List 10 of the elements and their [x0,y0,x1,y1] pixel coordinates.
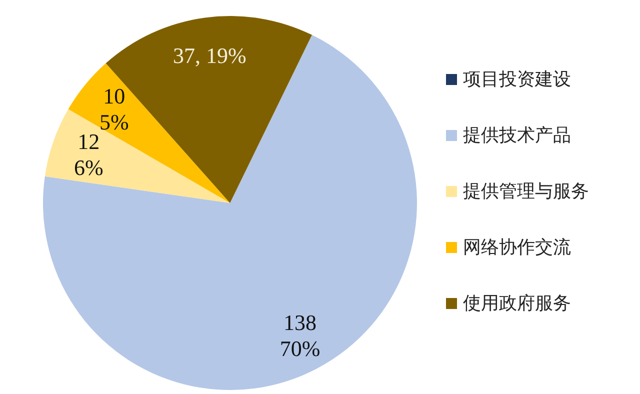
legend-label: 使用政府服务 [463,292,571,316]
legend-label: 提供管理与服务 [463,180,589,204]
legend-label: 提供技术产品 [463,124,571,148]
data-label: 138 70% [280,310,320,361]
data-label: 10 5% [99,82,129,134]
data-label: 37, 19% [173,42,246,68]
pie-slice [43,34,417,390]
pie-slice [44,109,230,203]
legend-label: 网络协作交流 [463,236,571,260]
legend-label: 项目投资建设 [463,68,571,92]
